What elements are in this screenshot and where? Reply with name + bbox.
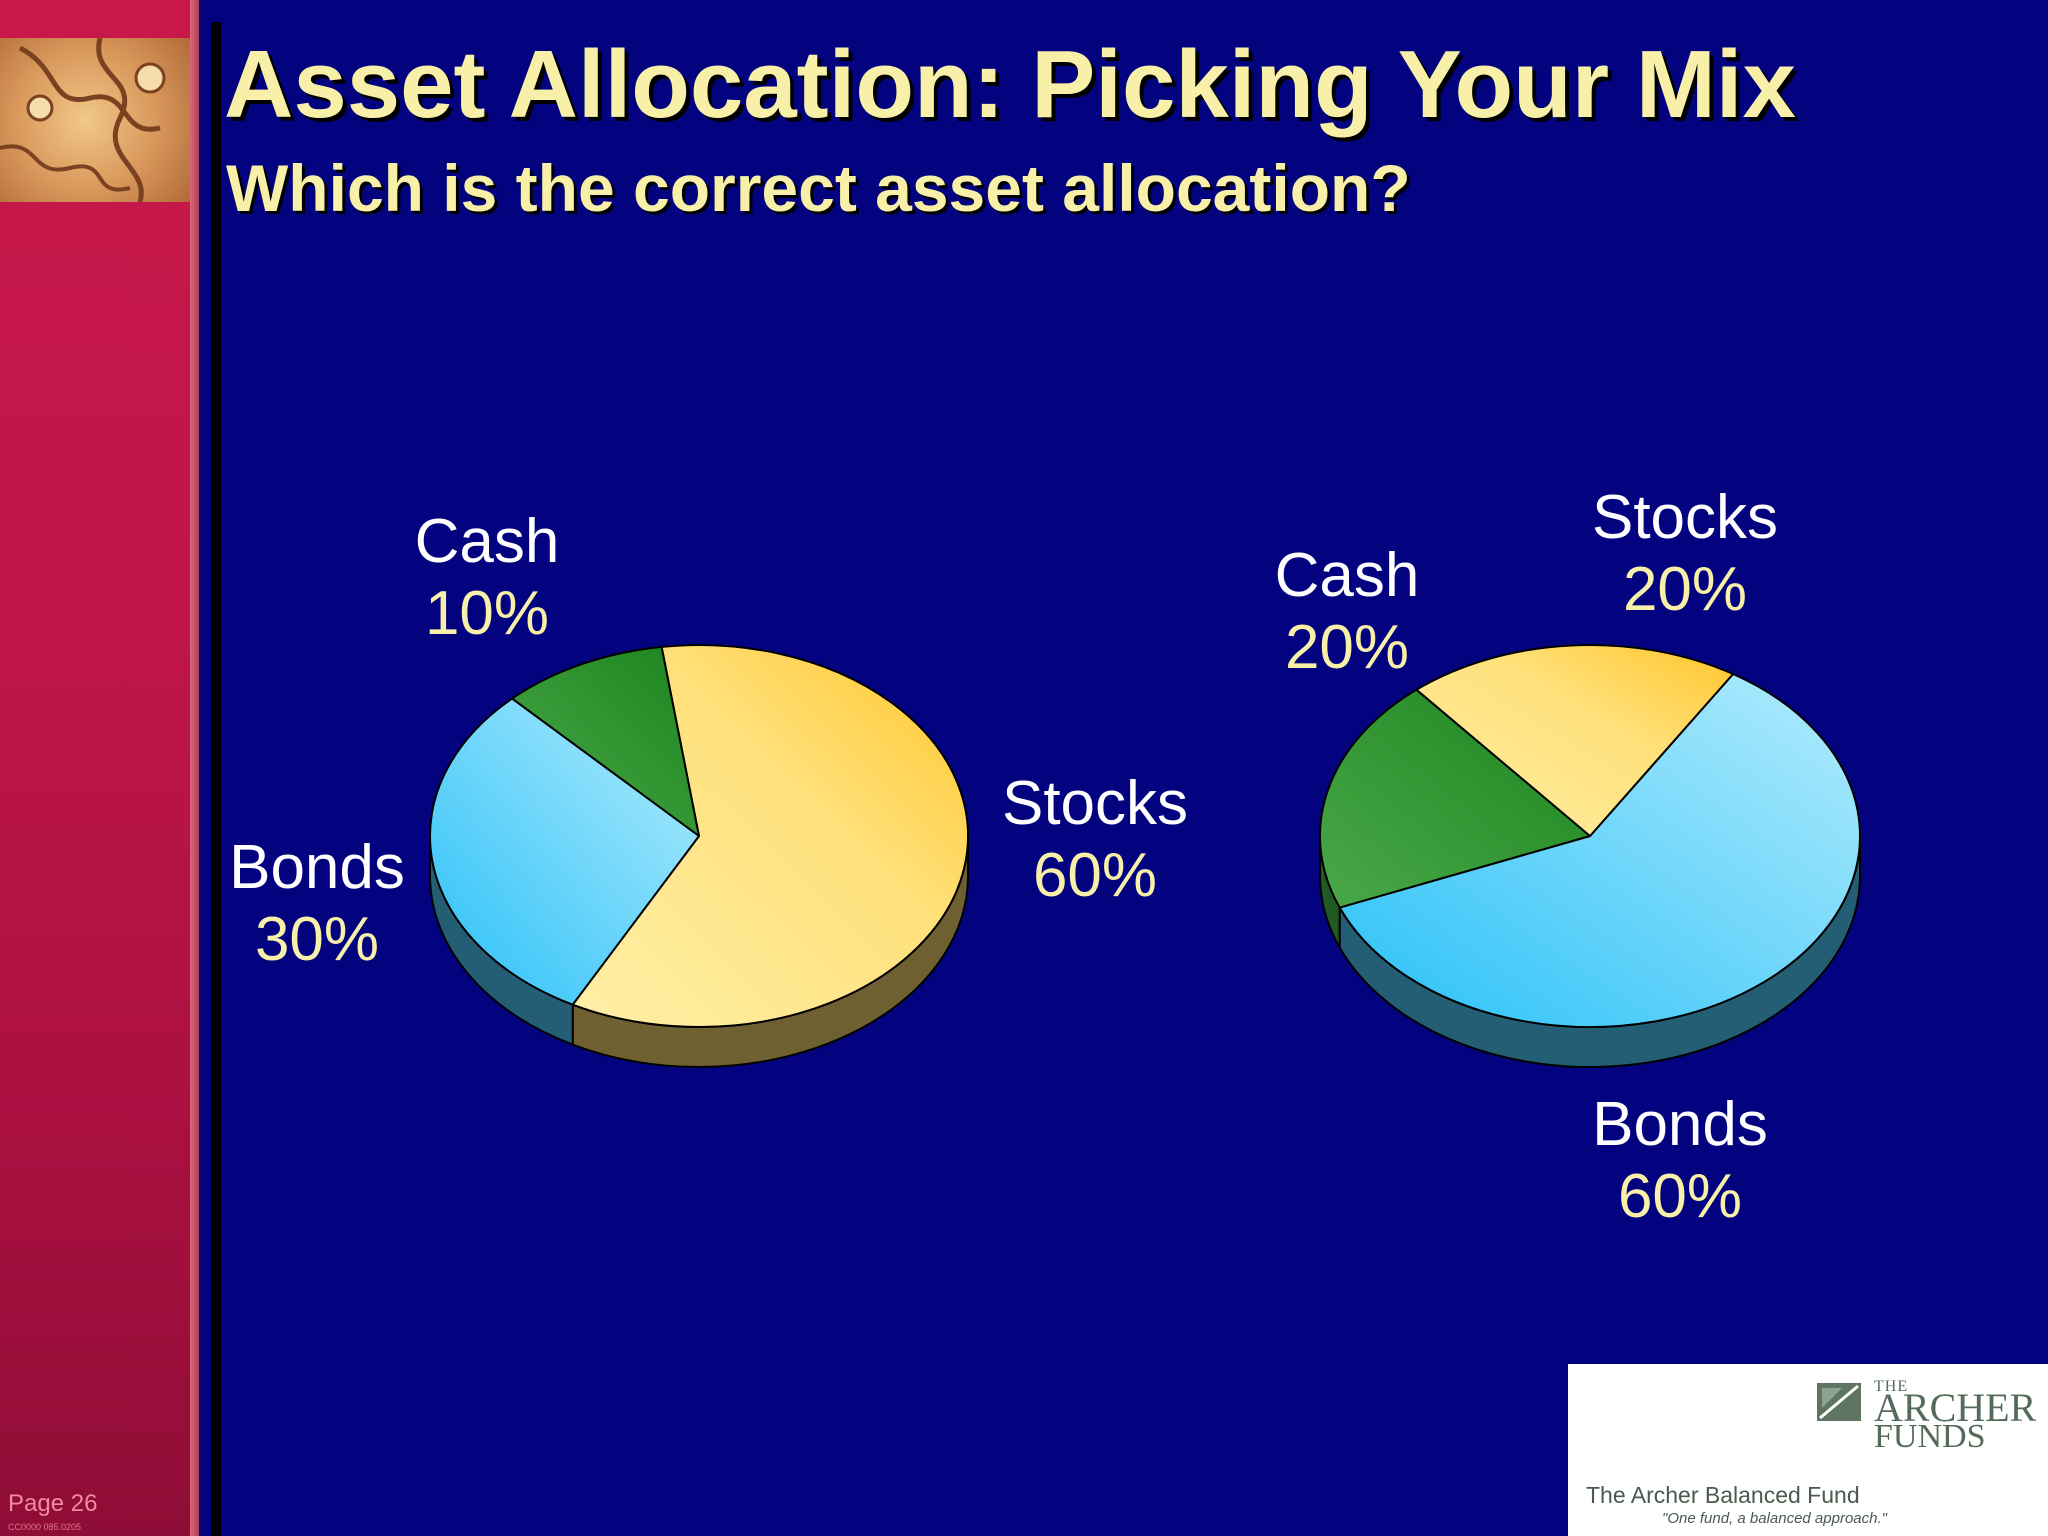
pie1-label-cash: Cash 10% bbox=[414, 507, 560, 648]
pie2-label-cash: Cash 20% bbox=[1274, 541, 1420, 682]
pie1-label-bonds: Bonds 30% bbox=[229, 833, 405, 974]
pie1-slice-bonds bbox=[429, 697, 700, 1006]
pie2-slice-bonds bbox=[1338, 673, 1861, 1028]
logo-the: THE bbox=[1874, 1378, 1909, 1395]
sidebar-band bbox=[0, 0, 190, 1536]
pie2-slice-stocks bbox=[1415, 644, 1735, 837]
slide-title: Asset Allocation: Picking Your Mix bbox=[224, 31, 1796, 138]
pie1-label-stocks: Stocks 60% bbox=[1001, 769, 1189, 910]
pie1-slice-cash bbox=[511, 645, 700, 837]
pie2-slice-cash bbox=[1319, 688, 1591, 909]
slide-subtitle: Which is the correct asset allocation? bbox=[226, 151, 1411, 225]
logo-funds: FUNDS bbox=[1874, 1418, 1986, 1455]
pie2-label-stocks: Stocks 20% bbox=[1591, 483, 1779, 624]
slide-code: CC0000 085.0205 bbox=[8, 1522, 82, 1532]
archer-funds-logo: THE ARCHER FUNDS The Archer Balanced Fun… bbox=[1568, 1364, 2048, 1536]
sidebar-edge bbox=[190, 0, 199, 1536]
logo-archer: ARCHER bbox=[1874, 1385, 2037, 1430]
pie2-label-bonds: Bonds 60% bbox=[1592, 1090, 1768, 1231]
vertical-divider bbox=[211, 22, 221, 1536]
page-number: Page 26 bbox=[8, 1490, 98, 1517]
pie1-slice-stocks bbox=[571, 644, 970, 1028]
puzzle-image bbox=[0, 38, 190, 202]
fund-tagline: "One fund, a balanced approach." bbox=[1662, 1510, 1887, 1527]
fund-name: The Archer Balanced Fund bbox=[1586, 1482, 1860, 1508]
archer-logo-icon bbox=[1817, 1383, 1861, 1421]
